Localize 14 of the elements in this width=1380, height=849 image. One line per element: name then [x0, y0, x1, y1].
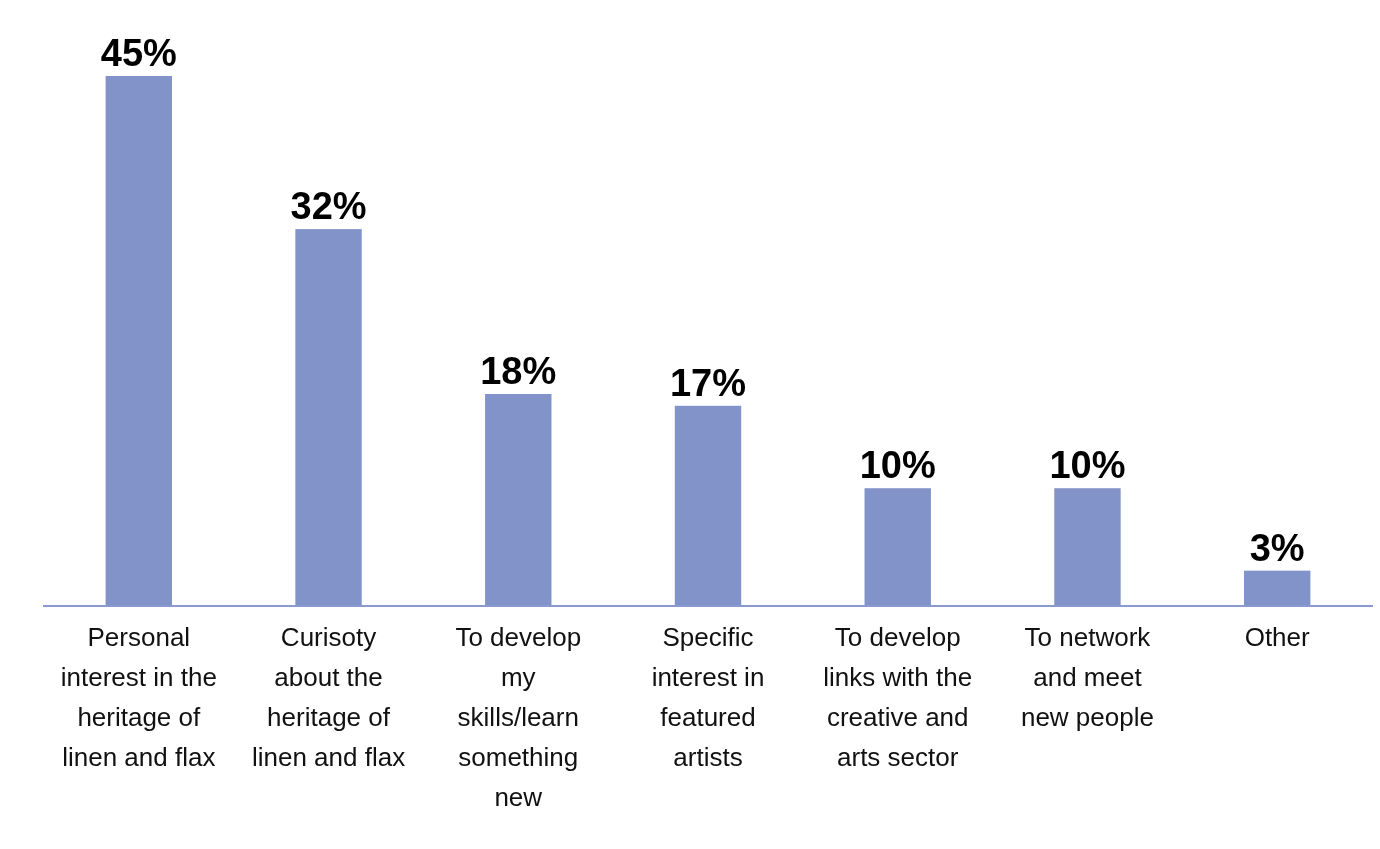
- x-tick-label: Specific interest in featured artists: [651, 622, 765, 772]
- x-tick-label: To network and meet new people: [1020, 622, 1154, 732]
- data-label: 45%: [100, 32, 177, 74]
- x-tick-label: Other: [1244, 622, 1311, 652]
- data-label: 17%: [669, 361, 747, 404]
- data-label: 32%: [290, 185, 367, 228]
- data-label: 10%: [1049, 444, 1126, 487]
- x-tick-label: Personal interest in the heritage of linen and flax: [60, 622, 217, 772]
- data-label: 3%: [1249, 526, 1305, 569]
- x-tick-label: To develop my skills/learn something new: [455, 622, 582, 812]
- x-tick-label: To develop links with the creative and arts sector: [823, 622, 973, 772]
- data-label: 10%: [859, 444, 936, 487]
- data-label: 18%: [480, 350, 557, 392]
- x-tick-label: Curisoty about the heritage of linen and flax: [251, 622, 406, 772]
